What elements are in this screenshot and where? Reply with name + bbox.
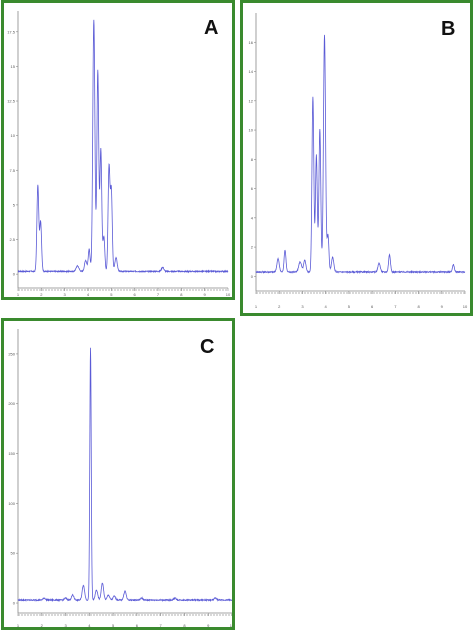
x-tick-label: 8: [180, 292, 183, 297]
chromatogram-trace: [255, 34, 466, 275]
y-tick-label: 5: [13, 202, 16, 207]
panel-label-a: A: [204, 17, 219, 39]
panel-label-c: C: [200, 336, 215, 358]
x-tick-label: 9: [441, 304, 444, 309]
y-tick-label: 8: [251, 157, 254, 162]
chromatogram-trace: [17, 347, 232, 603]
y-tick-label: 10: [249, 128, 254, 133]
y-tick-label: 6: [251, 186, 254, 191]
x-tick-label: 8: [183, 623, 186, 627]
x-tick-label: 6: [136, 623, 139, 627]
y-tick-label: 16: [249, 40, 254, 45]
x-tick-label: 3: [64, 292, 67, 297]
x-tick-label: 1: [255, 304, 258, 309]
x-tick-label: 2: [41, 623, 44, 627]
chromatogram-trace: [17, 19, 229, 274]
x-tick-label: 7: [157, 292, 160, 297]
y-tick-label: 17.5: [7, 29, 16, 34]
x-tick-label: 6: [371, 304, 374, 309]
chromatogram-panel-a: 0 2.5 5 7.5 10 12.5 15 17.5 1 2 3 4 5 6 7 8 9 10 A: [1, 0, 235, 300]
x-tick-label: 9: [204, 292, 207, 297]
x-tick-label: 2: [278, 304, 281, 309]
x-tick-label: 9: [207, 623, 210, 627]
x-tick-label: 4: [88, 623, 91, 627]
y-tick-label: 12.5: [7, 99, 16, 104]
x-tick-label: 5: [112, 623, 115, 627]
chromatogram-a: 0 2.5 5 7.5 10 12.5 15 17.5 1 2 3 4 5 6 7 8 9 10: [7, 11, 231, 297]
y-tick-label: 100: [8, 501, 15, 506]
x-tick-label: 2: [40, 292, 43, 297]
y-tick-label: 10: [11, 133, 16, 138]
chromatogram-panel-c: 0 50 100 150 200 250 1 2 3 4 5 6 7 8 9 10 C: [1, 318, 235, 630]
panel-label-b: B: [441, 18, 456, 40]
x-tick-label: 7: [160, 623, 163, 627]
x-tick-label: 6: [134, 292, 137, 297]
x-tick-label: 1: [17, 623, 20, 627]
chromatogram-panel-b: 0 2 4 6 8 10 12 14 16 1 2 3 4 5 6 7 8 9 10 B: [240, 0, 473, 316]
x-tick-label: 10: [226, 292, 231, 297]
y-tick-label: 150: [8, 451, 15, 456]
y-tick-label: 15: [11, 64, 16, 69]
x-tick-label: 10: [463, 304, 468, 309]
y-tick-label: 0: [13, 272, 16, 277]
x-tick-label: 3: [301, 304, 304, 309]
y-tick-label: 14: [249, 69, 254, 74]
y-tick-label: 12: [249, 98, 254, 103]
x-tick-label: 4: [87, 292, 90, 297]
chromatogram-c: 0 50 100 150 200 250 1 2 3 4 5 6 7 8 9 10: [8, 329, 232, 627]
x-tick-label: 4: [325, 304, 328, 309]
y-tick-label: 250: [8, 351, 15, 356]
y-tick-label: 200: [8, 401, 15, 406]
x-tick-label: 3: [64, 623, 67, 627]
x-tick-label: 5: [110, 292, 113, 297]
y-tick-label: 4: [251, 215, 254, 220]
x-tick-label: 8: [417, 304, 420, 309]
y-tick-label: 0: [13, 601, 16, 606]
x-tick-label: 7: [394, 304, 397, 309]
y-tick-label: 7.5: [9, 168, 15, 173]
x-tick-label: 1: [17, 292, 20, 297]
y-tick-label: 2: [251, 245, 254, 250]
y-tick-label: 0: [251, 274, 254, 279]
y-tick-label: 50: [11, 551, 16, 556]
y-tick-label: 2.5: [9, 237, 15, 242]
x-tick-label: 5: [348, 304, 351, 309]
x-tick-label: 10: [230, 623, 232, 627]
